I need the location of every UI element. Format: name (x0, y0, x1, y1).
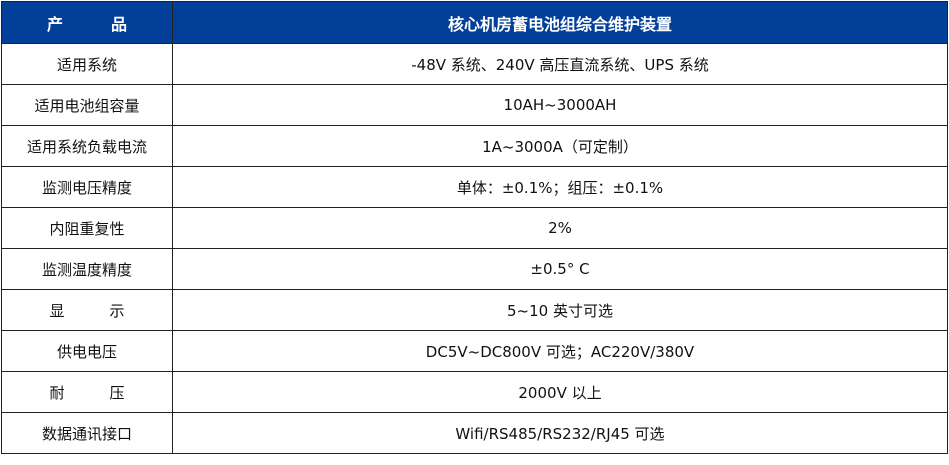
spec-label: 数据通讯接口 (1, 412, 173, 454)
spec-value: -48V 系统、240V 高压直流系统、UPS 系统 (172, 43, 948, 85)
table-row: 监测电压精度 单体：±0.1%；组压：±0.1% (1, 166, 948, 208)
table-row: 适用系统负载电流 1A~3000A（可定制） (1, 125, 948, 167)
header-row: 产 品 核心机房蓄电池组综合维护装置 (1, 1, 948, 44)
spec-value: ±0.5° C (172, 248, 948, 290)
table-row: 内阻重复性 2% (1, 207, 948, 249)
table-row: 数据通讯接口 Wifi/RS485/RS232/RJ45 可选 (1, 412, 948, 454)
table-row: 显 示 5~10 英寸可选 (1, 289, 948, 331)
spec-value: 5~10 英寸可选 (172, 289, 948, 331)
spec-value: 10AH~3000AH (172, 84, 948, 126)
table-row: 监测温度精度 ±0.5° C (1, 248, 948, 290)
table-row: 供电电压 DC5V~DC800V 可选；AC220V/380V (1, 330, 948, 372)
table-row: 适用系统 -48V 系统、240V 高压直流系统、UPS 系统 (1, 43, 948, 85)
spec-value: 2% (172, 207, 948, 249)
spec-value: Wifi/RS485/RS232/RJ45 可选 (172, 412, 948, 454)
header-label: 产 品 (1, 1, 173, 44)
spec-value: 2000V 以上 (172, 371, 948, 413)
spec-label: 适用系统 (1, 43, 173, 85)
spec-label: 耐 压 (1, 371, 173, 413)
spec-label: 内阻重复性 (1, 207, 173, 249)
spec-label: 适用系统负载电流 (1, 125, 173, 167)
table-row: 适用电池组容量 10AH~3000AH (1, 84, 948, 126)
spec-value: DC5V~DC800V 可选；AC220V/380V (172, 330, 948, 372)
spec-label: 监测温度精度 (1, 248, 173, 290)
spec-table: 产 品 核心机房蓄电池组综合维护装置 适用系统 -48V 系统、240V 高压直流… (1, 1, 948, 454)
spec-value: 单体：±0.1%；组压：±0.1% (172, 166, 948, 208)
spec-label: 供电电压 (1, 330, 173, 372)
product-name: 核心机房蓄电池组综合维护装置 (172, 1, 948, 44)
table-row: 耐 压 2000V 以上 (1, 371, 948, 413)
spec-label: 适用电池组容量 (1, 84, 173, 126)
spec-label: 显 示 (1, 289, 173, 331)
spec-value: 1A~3000A（可定制） (172, 125, 948, 167)
spec-label: 监测电压精度 (1, 166, 173, 208)
